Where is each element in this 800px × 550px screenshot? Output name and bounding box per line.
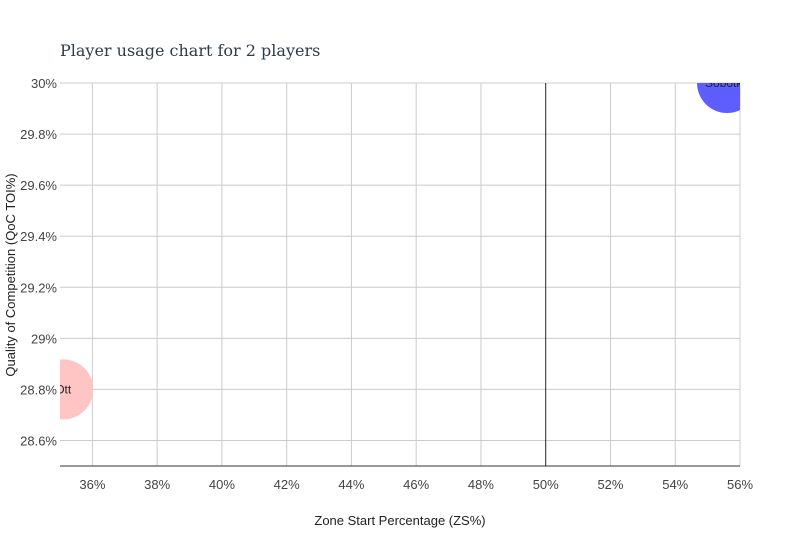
x-tick-label: 48% bbox=[468, 477, 494, 492]
x-tick-label: 54% bbox=[662, 477, 688, 492]
x-tick-label: 38% bbox=[144, 477, 170, 492]
x-tick-label: 50% bbox=[533, 477, 559, 492]
bubble-ott[interactable] bbox=[33, 359, 94, 420]
x-tick-label: 52% bbox=[597, 477, 623, 492]
axes bbox=[60, 83, 740, 467]
y-tick-label: 28.6% bbox=[20, 433, 57, 448]
y-tick-label: 30% bbox=[31, 76, 57, 91]
bubble-label: Sobotka bbox=[705, 76, 749, 90]
chart-title: Player usage chart for 2 players bbox=[60, 41, 320, 60]
bubble-label: Ott bbox=[55, 382, 72, 396]
y-tick-label: 29.4% bbox=[20, 229, 57, 244]
grid bbox=[60, 82, 741, 466]
tick-labels: 36% 38% 40% 42% 44% 46% 48% 50% 52% 54% 56% 28.6% 28… bbox=[20, 76, 753, 492]
y-tick-label: 29% bbox=[31, 331, 57, 346]
y-tick-label: 29.2% bbox=[20, 280, 57, 295]
y-tick-label: 29.6% bbox=[20, 178, 57, 193]
y-tick-label: 29.8% bbox=[20, 127, 57, 142]
y-axis-label: Quality of Competition (QoC TOI%) bbox=[3, 173, 18, 376]
x-axis-label: Zone Start Percentage (ZS%) bbox=[314, 513, 485, 528]
x-tick-label: 44% bbox=[338, 477, 364, 492]
x-tick-label: 56% bbox=[727, 477, 753, 492]
y-tick-label: 28.8% bbox=[20, 382, 57, 397]
plot-area: Sobotka Ott bbox=[33, 53, 757, 420]
x-tick-label: 40% bbox=[209, 477, 235, 492]
x-tick-label: 46% bbox=[403, 477, 429, 492]
x-tick-label: 36% bbox=[79, 477, 105, 492]
bubble-sobotka[interactable] bbox=[697, 53, 757, 113]
x-tick-label: 42% bbox=[274, 477, 300, 492]
